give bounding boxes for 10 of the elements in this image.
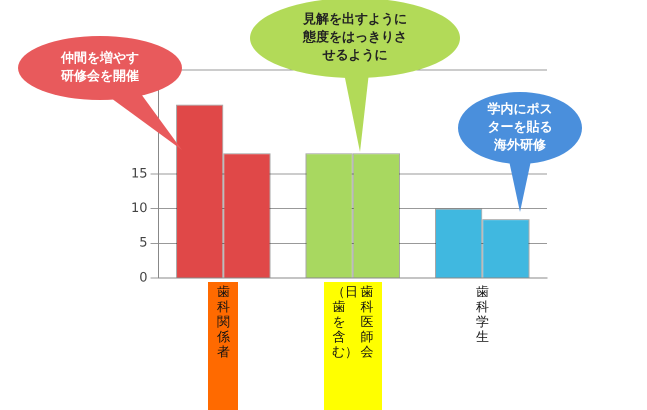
y-tick-label: 0	[139, 270, 148, 286]
annotation: 学内にポスターを貼る海外研修	[486, 101, 554, 155]
x-tick-label: 歯科関係者	[216, 285, 230, 360]
x-tick-label: 歯科学生	[475, 285, 490, 345]
y-tick-label: 10	[130, 201, 148, 216]
category-label: 歯科医師会（日歯を含む）	[332, 285, 374, 360]
text: 仲間を増やす研修会を開催	[60, 50, 140, 86]
y-tick-label: 5	[139, 236, 148, 251]
y-tick-label: 15	[130, 166, 148, 182]
text: 見解を出すように態度をはっきりさせるように	[302, 11, 408, 65]
